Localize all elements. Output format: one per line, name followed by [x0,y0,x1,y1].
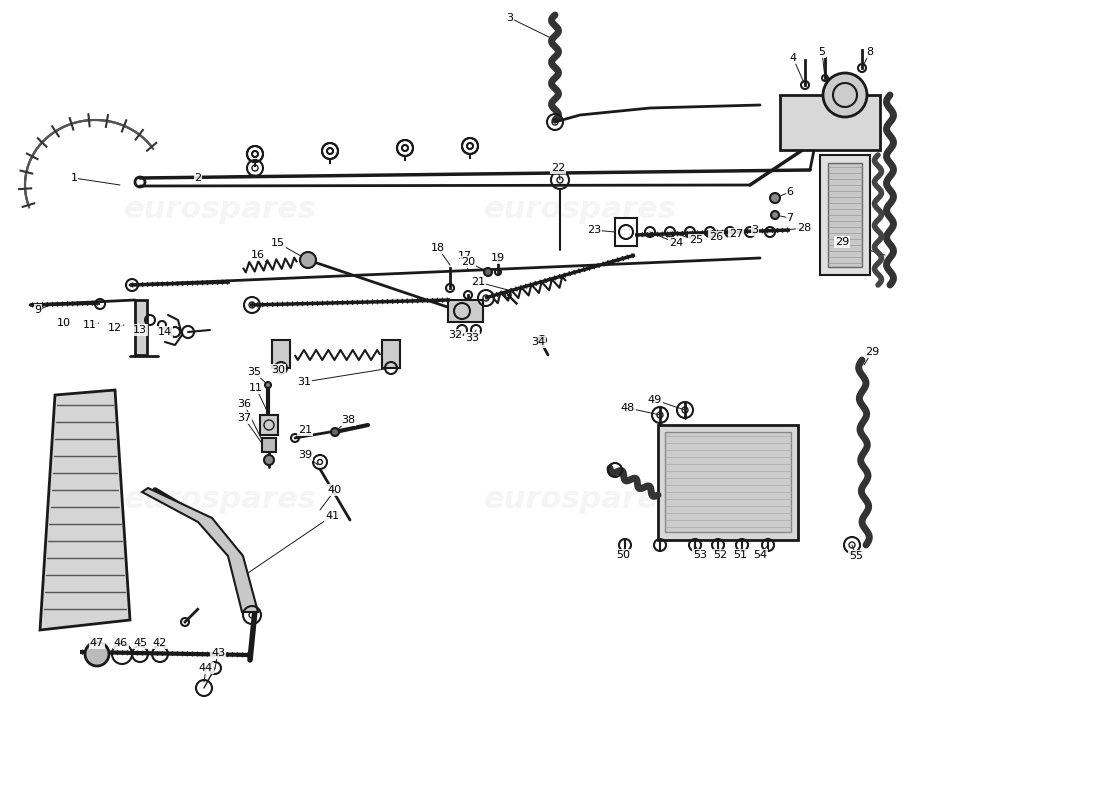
Bar [666,432,791,532]
Text: 21: 21 [471,277,485,287]
Text: 21: 21 [298,425,312,435]
Text: 47: 47 [90,638,104,648]
Text: 4: 4 [790,53,796,63]
Text: 29: 29 [835,237,849,247]
Text: 36: 36 [236,399,251,409]
Circle shape [771,211,779,219]
Text: 53: 53 [693,550,707,560]
Text: 35: 35 [248,367,261,377]
Bar [658,425,798,540]
Text: 40: 40 [328,485,342,495]
Text: 25: 25 [689,235,703,245]
Circle shape [264,455,274,465]
Polygon shape [142,488,258,612]
Text: 18: 18 [431,243,446,253]
Text: 3: 3 [751,225,759,235]
Polygon shape [40,390,130,630]
Text: 17: 17 [458,251,472,261]
Text: 30: 30 [271,365,285,375]
Text: 28: 28 [796,223,811,233]
Text: 20: 20 [461,257,475,267]
Text: 44: 44 [199,663,213,673]
Bar [382,340,400,368]
Text: 12: 12 [108,323,122,333]
Text: 11: 11 [249,383,263,393]
Text: 9: 9 [34,305,42,315]
Bar [135,300,147,355]
Bar [262,438,276,452]
Circle shape [85,642,109,666]
Text: 51: 51 [733,550,747,560]
Text: 7: 7 [786,213,793,223]
Bar [820,155,870,275]
Text: 54: 54 [752,550,767,560]
Text: 48: 48 [620,403,635,413]
Circle shape [538,336,546,344]
Text: 6: 6 [786,187,793,197]
Text: 41: 41 [324,511,339,521]
Text: 50: 50 [616,550,630,560]
Text: 38: 38 [341,415,355,425]
Text: 22: 22 [551,163,565,173]
Text: 2: 2 [195,173,201,183]
Bar [828,163,862,267]
Text: 52: 52 [713,550,727,560]
Text: 1: 1 [70,173,77,183]
Text: 29: 29 [865,347,879,357]
Text: 10: 10 [57,318,72,328]
Circle shape [484,268,492,276]
Text: 16: 16 [251,250,265,260]
Bar [615,218,637,246]
Text: 8: 8 [867,47,873,57]
Text: 23: 23 [587,225,601,235]
Circle shape [265,382,271,388]
Text: 5: 5 [818,47,825,57]
Text: 11: 11 [82,320,97,330]
Text: 14: 14 [158,327,172,337]
Text: eurospares: eurospares [484,195,676,225]
Circle shape [823,73,867,117]
Text: 39: 39 [298,450,312,460]
Text: 55: 55 [849,551,864,561]
Text: 13: 13 [133,325,147,335]
Text: 15: 15 [271,238,285,248]
Text: eurospares: eurospares [484,486,676,514]
Text: 24: 24 [669,238,683,248]
Text: 3: 3 [506,13,514,23]
Bar [448,300,483,322]
Bar [272,340,290,368]
Circle shape [300,252,316,268]
Text: 19: 19 [491,253,505,263]
Circle shape [770,193,780,203]
Circle shape [331,428,339,436]
Text: 32: 32 [448,330,462,340]
Text: eurospares: eurospares [123,486,317,514]
Text: 46: 46 [114,638,128,648]
Text: 49: 49 [648,395,662,405]
Text: eurospares: eurospares [123,195,317,225]
Text: 42: 42 [153,638,167,648]
Bar [780,95,880,150]
Text: 43: 43 [211,648,226,658]
Text: 45: 45 [133,638,147,648]
Text: 31: 31 [297,377,311,387]
Bar [260,415,278,435]
Text: 26: 26 [708,232,723,242]
Text: 37: 37 [236,413,251,423]
Text: 33: 33 [465,333,478,343]
Text: 27: 27 [729,229,744,239]
Text: 34: 34 [531,337,546,347]
